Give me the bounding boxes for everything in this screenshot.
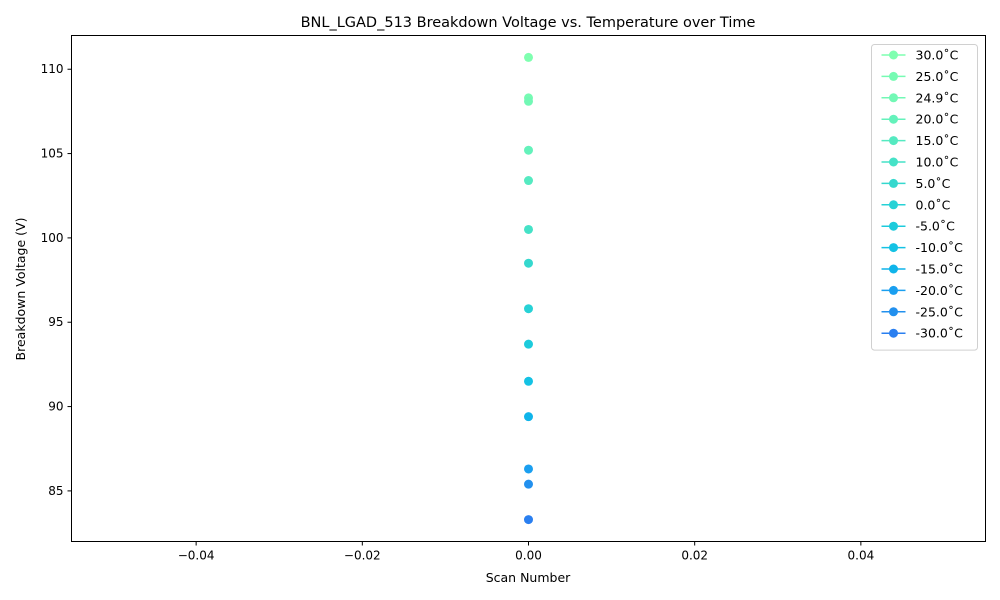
y-tick-label: 100: [41, 231, 64, 245]
x-tick-label: −0.04: [178, 549, 215, 563]
x-tick-label: 0.00: [515, 549, 542, 563]
legend-marker: [889, 71, 898, 81]
data-point: [524, 304, 533, 314]
legend-label: 20.0˚C: [916, 112, 959, 127]
data-point: [524, 52, 533, 62]
legend-label: 25.0˚C: [916, 69, 959, 84]
data-point: [524, 464, 533, 474]
legend-label: 30.0˚C: [916, 48, 959, 63]
data-point: [524, 479, 533, 489]
chart-title: BNL_LGAD_513 Breakdown Voltage vs. Tempe…: [301, 15, 756, 31]
legend-label: 5.0˚C: [916, 176, 951, 191]
legend-label: 0.0˚C: [916, 197, 951, 212]
data-point: [524, 145, 533, 155]
legend-marker: [889, 93, 898, 103]
data-point: [524, 376, 533, 386]
x-tick-label: −0.02: [344, 549, 381, 563]
legend-marker: [889, 157, 898, 167]
plot-area-frame: [71, 35, 986, 542]
legend-label: 10.0˚C: [916, 155, 959, 170]
x-axis-label: Scan Number: [486, 570, 571, 585]
legend-label: -20.0˚C: [916, 283, 964, 298]
legend-label: -15.0˚C: [916, 262, 964, 277]
legend-marker: [889, 221, 898, 231]
legend-marker: [889, 285, 898, 295]
data-points: [524, 52, 533, 525]
legend-marker: [889, 114, 898, 124]
data-point: [524, 176, 533, 186]
legend-label: -10.0˚C: [916, 240, 964, 255]
data-point: [524, 224, 533, 234]
x-axis: −0.04 −0.02 0.00 0.02 0.04: [178, 541, 875, 563]
data-point: [524, 96, 533, 106]
legend-marker: [889, 50, 898, 60]
legend-marker: [889, 328, 898, 338]
data-point: [524, 258, 533, 268]
y-tick-label: 90: [48, 400, 63, 414]
data-point: [524, 412, 533, 422]
legend-marker: [889, 243, 898, 253]
data-point: [524, 339, 533, 349]
legend-marker: [889, 178, 898, 188]
y-tick-label: 85: [48, 484, 63, 498]
legend-label: 15.0˚C: [916, 133, 959, 148]
y-axis: 85 90 95 100 105 110: [41, 62, 72, 498]
legend-label: -30.0˚C: [916, 326, 964, 341]
legend-frame: [871, 44, 978, 351]
x-tick-label: 0.04: [848, 549, 875, 563]
y-tick-label: 105: [41, 147, 64, 161]
y-axis-label: Breakdown Voltage (V): [13, 218, 28, 361]
legend-label: -25.0˚C: [916, 304, 964, 319]
legend-marker: [889, 200, 898, 210]
legend-marker: [889, 136, 898, 146]
legend-marker: [889, 307, 898, 317]
y-tick-label: 95: [48, 315, 63, 329]
x-tick-label: 0.02: [681, 549, 708, 563]
data-point: [524, 515, 533, 525]
legend-label: -5.0˚C: [916, 219, 956, 234]
legend-marker: [889, 264, 898, 274]
legend-label: 24.9˚C: [916, 90, 959, 105]
legend: 30.0˚C 25.0˚C 24.9˚C 20.0˚C 15.0˚C 10.0˚C 5.0˚…: [871, 44, 978, 351]
y-tick-label: 110: [41, 62, 64, 76]
